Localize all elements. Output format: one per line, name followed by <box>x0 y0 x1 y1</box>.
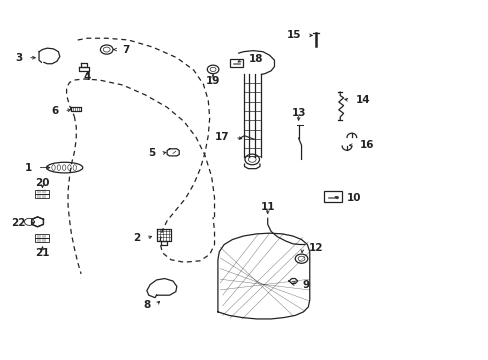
Text: 5: 5 <box>147 148 155 158</box>
Text: 1: 1 <box>24 163 32 172</box>
Text: 19: 19 <box>205 76 220 86</box>
Text: 21: 21 <box>35 248 50 258</box>
Text: 9: 9 <box>302 280 309 289</box>
Text: 15: 15 <box>286 30 301 40</box>
Text: 3: 3 <box>15 53 22 63</box>
Text: 20: 20 <box>35 178 50 188</box>
Text: 8: 8 <box>142 300 150 310</box>
Text: 14: 14 <box>355 95 369 105</box>
Text: 4: 4 <box>83 72 91 82</box>
Text: 16: 16 <box>359 140 373 150</box>
Text: 13: 13 <box>291 108 305 118</box>
Text: 22: 22 <box>11 218 26 228</box>
Text: 7: 7 <box>122 45 130 55</box>
Text: 17: 17 <box>214 132 228 143</box>
Text: 12: 12 <box>308 243 322 253</box>
Text: 10: 10 <box>346 193 361 203</box>
Text: 18: 18 <box>248 54 263 64</box>
Text: 11: 11 <box>260 202 274 212</box>
Text: 2: 2 <box>133 234 140 243</box>
Text: 6: 6 <box>51 106 58 116</box>
